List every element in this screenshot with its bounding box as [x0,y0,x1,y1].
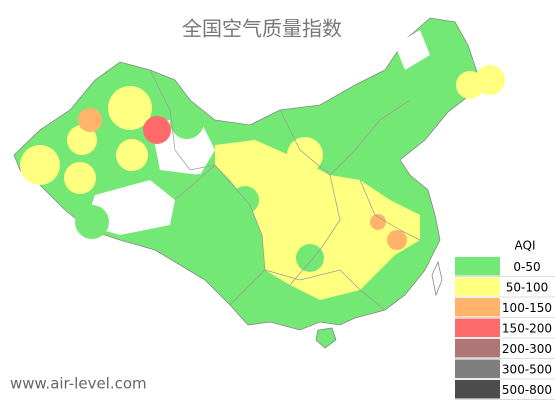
border [174,164,266,306]
legend-swatch [455,359,500,378]
legend-label: 100-150 [502,301,552,315]
legend-swatch [455,257,500,276]
legend-title: AQI [515,239,536,253]
aqi-zone [78,108,102,132]
aqi-zone [170,105,204,139]
legend-label: 150-200 [502,321,552,335]
aqi-zone [456,71,484,99]
aqi-zone [296,244,324,272]
title: 全国空气质量指数 [182,17,342,41]
legend-swatch [455,298,500,317]
aqi-zone [387,230,407,250]
border [264,269,386,311]
border [359,179,421,241]
aqi-zone [143,116,171,144]
legend-label: 50-100 [506,280,549,294]
aqi-zone [184,174,216,206]
legend-label: 200-300 [502,342,552,356]
taiwan [431,260,443,297]
aqi-zone [287,137,323,173]
border [289,174,341,286]
map [13,17,505,349]
legend: AQI 0-50 50-100 100-150 150-200 200-300 300-5… [452,236,555,400]
aqi-zone [270,207,306,243]
legend-label: 500-800 [502,383,552,397]
aqi-zone [108,86,152,130]
gap [395,30,430,70]
border [149,69,216,171]
aqi-zone [67,125,97,155]
aqi-zone [116,139,148,171]
aqi-zone [231,186,259,214]
legend-label: 0-50 [513,260,540,274]
legend-label: 300-500 [502,362,552,376]
aqi-zone [370,214,386,230]
legend-swatch [455,318,500,337]
source: www.air-level.com [10,375,147,393]
border [279,99,411,176]
aqi-zone [64,162,96,194]
aqi-zone [75,205,109,239]
legend-swatch [455,339,500,358]
legend-swatch [455,380,500,399]
aqi-zone [431,26,459,54]
aqi-zone [20,145,60,185]
hainan [315,327,337,349]
aqi-zone [215,140,420,300]
legend-swatch [455,277,500,296]
